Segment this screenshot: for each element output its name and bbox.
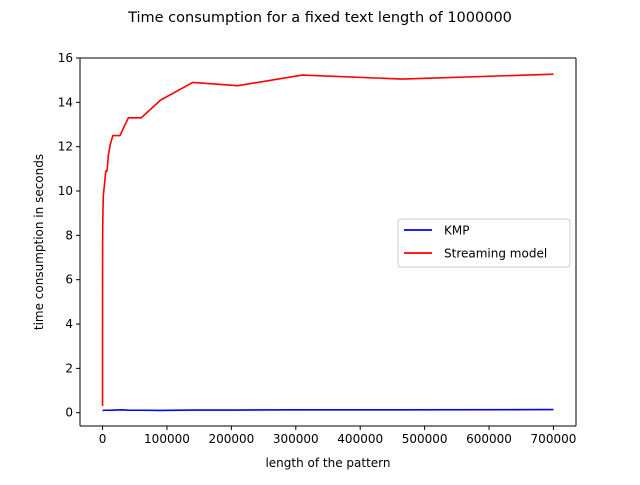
x-tick-label: 200000 [208, 432, 254, 446]
legend-box [397, 218, 571, 268]
legend: KMP Streaming model [397, 218, 571, 268]
legend-label-streaming-model: Streaming model [444, 247, 547, 261]
plot-area: 0 100000 200000 300000 400000 500000 600000 700… [58, 51, 577, 446]
x-tick-label: 300000 [273, 432, 319, 446]
x-tick-label: 0 [99, 432, 107, 446]
y-axis-label: time consumption in seconds [32, 154, 46, 330]
x-tick-label: 400000 [337, 432, 383, 446]
x-tick-label: 100000 [144, 432, 190, 446]
y-tick-label: 0 [65, 406, 73, 420]
series-line-kmp [101, 408, 554, 412]
y-tick-label: 6 [65, 273, 73, 287]
x-axis-label: length of the pattern [265, 456, 390, 470]
legend-label-kmp: KMP [444, 224, 469, 238]
chart-title: Time consumption for a fixed text length… [127, 10, 512, 26]
y-tick-label: 2 [65, 361, 73, 375]
x-tick-label: 700000 [531, 432, 577, 446]
y-tick-label: 10 [58, 184, 73, 198]
y-tick-label: 8 [65, 228, 73, 242]
y-tick-label: 12 [58, 140, 73, 154]
series-line-streaming-model [101, 73, 554, 407]
x-tick-label: 500000 [402, 432, 448, 446]
x-tick-label: 600000 [466, 432, 512, 446]
y-tick-label: 16 [58, 51, 73, 65]
y-tick-label: 14 [58, 95, 73, 109]
y-tick-label: 4 [65, 317, 73, 331]
